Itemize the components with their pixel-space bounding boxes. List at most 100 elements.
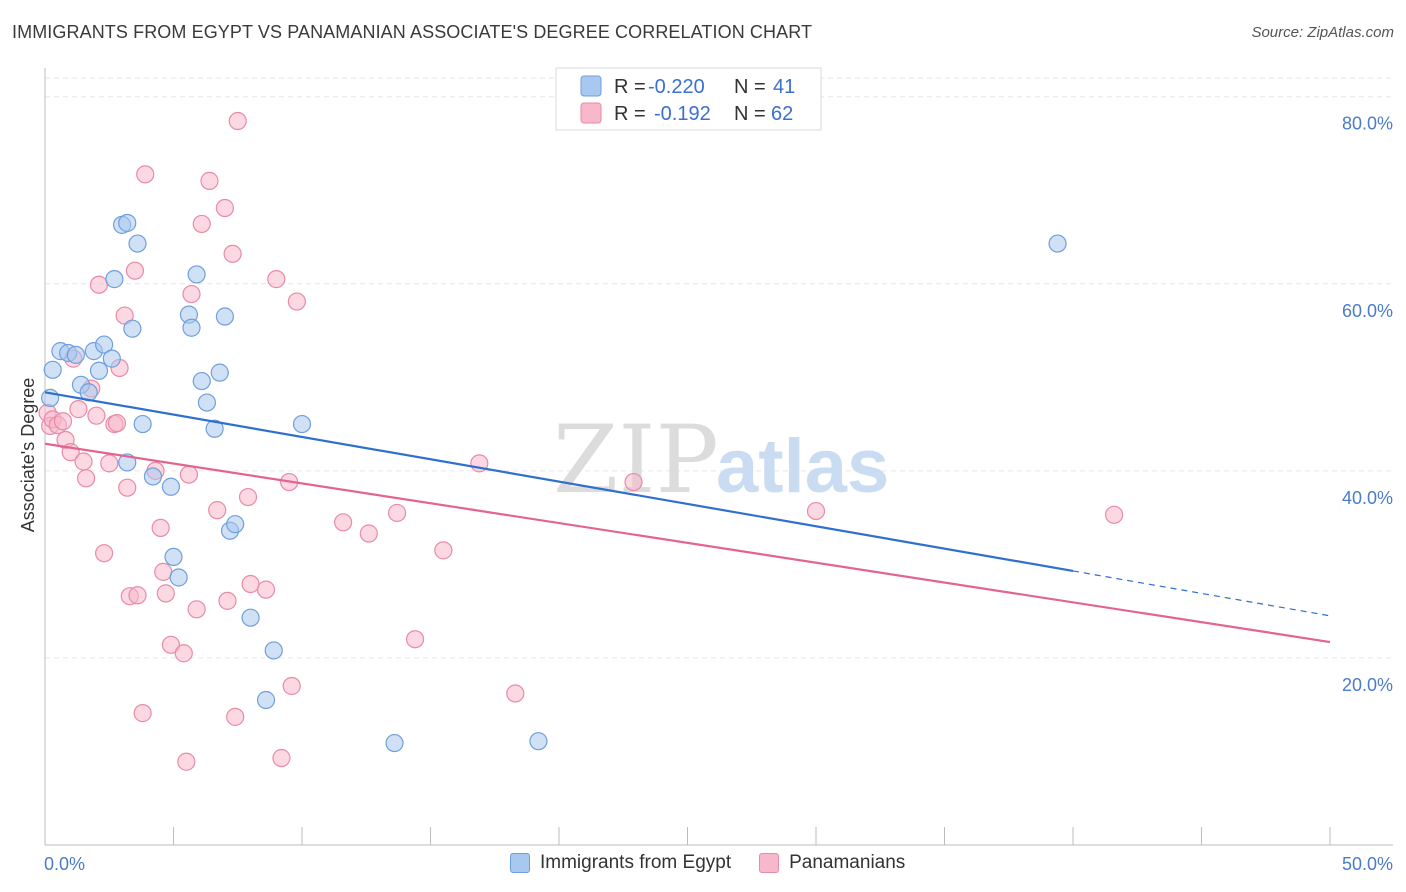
point-panamanian [228, 111, 247, 131]
point-egypt [529, 732, 548, 751]
legend-label-panamanians: Panamanians [789, 852, 906, 873]
y-tick-label: 20.0% [1342, 675, 1393, 695]
point-panamanian [506, 684, 525, 703]
point-egypt [89, 361, 109, 380]
point-egypt [210, 363, 229, 382]
y-tick-label: 60.0% [1342, 301, 1393, 321]
point-egypt [205, 419, 224, 438]
y-tick-label: 40.0% [1342, 488, 1393, 508]
legend-swatch-panamanians [580, 102, 602, 124]
point-panamanian [74, 452, 93, 471]
x-tick-label-min: 0.0% [44, 854, 85, 874]
point-panamanian [208, 501, 227, 520]
point-panamanian [241, 574, 260, 594]
legend-r-value-panamanians: -0.192 [654, 103, 711, 125]
legend-n-value-egypt: 41 [773, 76, 795, 98]
point-panamanian [118, 478, 137, 497]
point-egypt [169, 568, 188, 587]
point-panamanian [100, 454, 119, 473]
point-egypt [118, 213, 137, 233]
legend-r-label: R = [614, 76, 646, 98]
point-panamanian [272, 748, 291, 768]
point-panamanian [154, 562, 173, 581]
point-panamanian [95, 544, 114, 563]
point-egypt [164, 547, 183, 567]
point-egypt [123, 319, 142, 338]
point-panamanian [69, 400, 88, 419]
point-panamanian [282, 676, 301, 696]
point-panamanian [1105, 505, 1124, 524]
point-egypt [187, 265, 206, 284]
legend-swatch-panamanians [759, 853, 780, 873]
points-layer [38, 111, 1124, 771]
point-panamanian [125, 261, 145, 280]
x-tick-label-max: 50.0% [1342, 854, 1393, 874]
legend-n-label: N = [734, 103, 766, 125]
point-egypt [215, 307, 234, 326]
point-egypt [256, 690, 276, 710]
legend-swatch-egypt [510, 853, 530, 873]
point-egypt [197, 393, 217, 412]
point-panamanian [334, 513, 353, 532]
point-panamanian [806, 501, 826, 521]
point-panamanian [128, 586, 147, 605]
point-egypt [95, 335, 114, 354]
point-panamanian [177, 752, 196, 771]
point-panamanian [187, 600, 206, 619]
point-egypt [105, 270, 124, 289]
point-egypt [161, 477, 181, 496]
point-panamanian [238, 487, 258, 507]
watermark: ZIP atlas [553, 406, 889, 515]
grid-layer [45, 77, 1393, 659]
point-egypt [241, 608, 260, 627]
point-egypt [143, 467, 163, 486]
watermark-zip: ZIP [553, 406, 719, 515]
point-panamanian [256, 580, 276, 599]
point-panamanian [179, 465, 199, 484]
point-panamanian [287, 292, 306, 311]
chart-title: IMMIGRANTS FROM EGYPT VS PANAMANIAN ASSO… [12, 22, 813, 42]
y-tick-label: 80.0% [1342, 114, 1393, 134]
point-panamanian [151, 518, 170, 538]
point-panamanian [359, 524, 378, 543]
point-egypt [102, 349, 121, 368]
point-egypt [128, 234, 147, 253]
point-egypt [66, 345, 85, 364]
y-axis-label: Associate's Degree [18, 378, 38, 533]
point-panamanian [107, 414, 127, 433]
point-panamanian [624, 472, 643, 492]
point-egypt [264, 641, 283, 660]
point-panamanian [136, 165, 155, 184]
source-label: Source: ZipAtlas.com [1251, 24, 1394, 41]
legend-item-egypt: Immigrants from Egypt [510, 852, 731, 874]
legend-r-label: R = [614, 103, 646, 125]
legend-n-label: N = [734, 76, 766, 98]
point-panamanian [53, 412, 73, 431]
watermark-atlas: atlas [716, 424, 889, 509]
legend-r-value-egypt: -0.220 [648, 76, 705, 98]
point-panamanian [215, 198, 234, 218]
point-egypt [385, 733, 404, 753]
point-panamanian [192, 214, 211, 234]
legend-n-value-panamanians: 62 [771, 103, 793, 125]
point-egypt [182, 318, 201, 337]
point-panamanian [174, 644, 193, 663]
legend-label-egypt: Immigrants from Egypt [540, 852, 732, 873]
point-panamanian [405, 630, 425, 649]
point-panamanian [87, 406, 106, 425]
point-panamanian [267, 270, 286, 289]
point-panamanian [156, 584, 175, 603]
legend-item-panamanians: Panamanians [759, 852, 905, 874]
point-egypt [43, 360, 62, 379]
point-panamanian [133, 704, 152, 723]
bottom-legend: Immigrants from Egypt Panamanians [510, 852, 933, 874]
point-panamanian [387, 503, 407, 523]
point-egypt [41, 388, 60, 407]
point-panamanian [77, 469, 96, 488]
legend-swatch-egypt [580, 75, 602, 97]
point-panamanian [161, 635, 181, 654]
trendline-egypt [44, 391, 1074, 573]
point-panamanian [223, 244, 242, 263]
point-egypt [292, 414, 312, 434]
